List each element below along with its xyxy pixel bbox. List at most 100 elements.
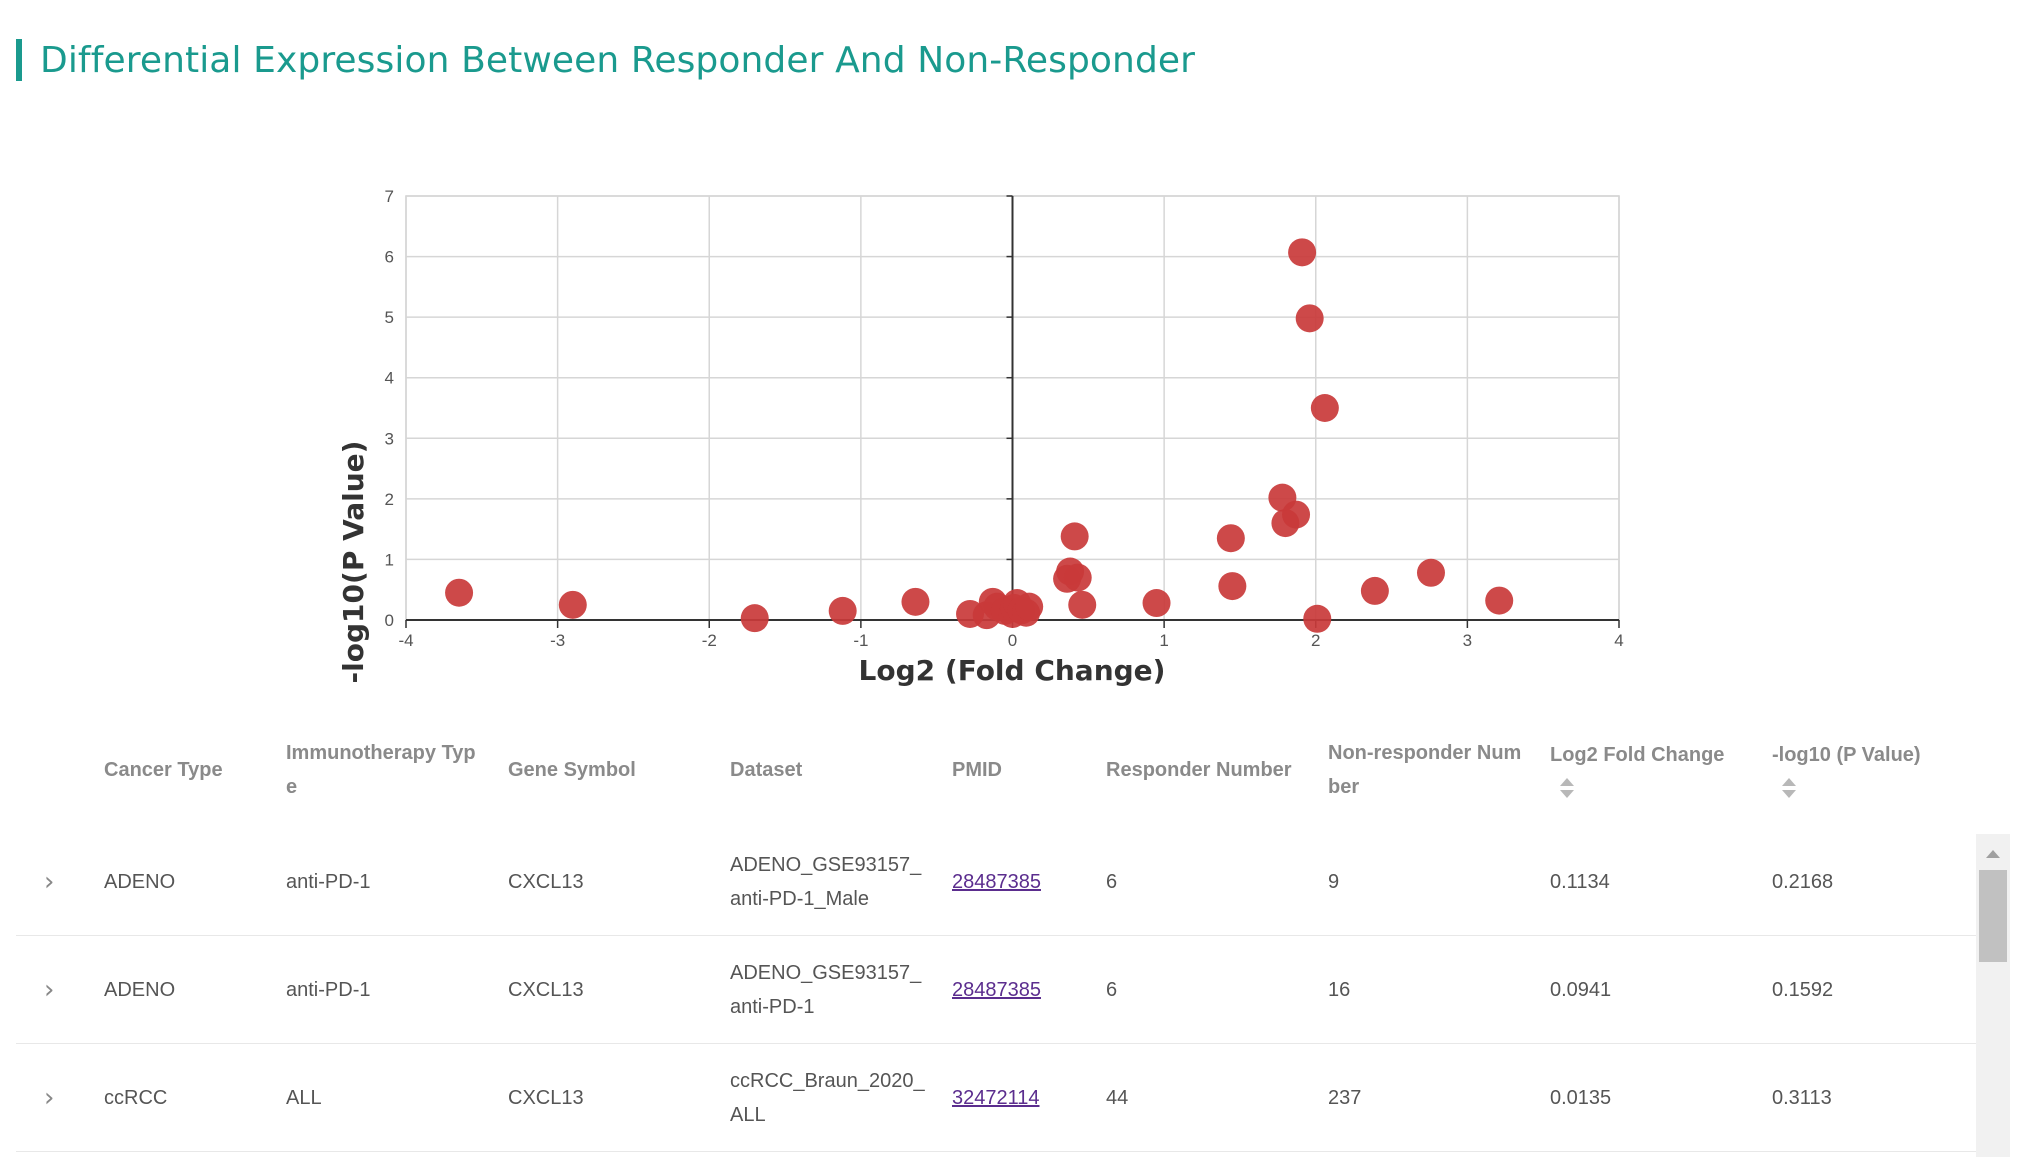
column-header-nonresponder-number: Non-responder Number: [1328, 712, 1528, 828]
scroll-thumb[interactable]: [1979, 870, 2007, 962]
cell-immunotherapy-type: anti-PD-1: [286, 828, 486, 935]
volcano-chart-svg: -4 -3 -2 -1 0 1 2 3 4 0 1 2 3 4 5 6 7 Log2 (Fold Change)…: [337, 187, 1624, 687]
y-tick-label: 2: [385, 490, 394, 509]
data-point: [1063, 563, 1092, 592]
column-header-label: Log2 Fold Change: [1550, 744, 1725, 766]
data-point: [1015, 592, 1044, 621]
expand-row-chevron-icon[interactable]: ›: [44, 1082, 55, 1113]
cell-nonresponder-number: 9: [1328, 828, 1528, 935]
data-point: [1416, 558, 1445, 587]
cell-neglog10-p-value: 0.1592: [1772, 936, 1972, 1043]
cell-nonresponder-number: 237: [1328, 1044, 1528, 1151]
log2-fold-change-value: 0.1134: [1550, 870, 1610, 893]
data-point: [828, 596, 857, 625]
data-point: [740, 604, 769, 633]
table-scrollbar[interactable]: [1976, 834, 2010, 1157]
x-tick-label: 3: [1463, 631, 1472, 650]
x-tick-label: -4: [398, 631, 413, 650]
table-row[interactable]: › ADENO anti-PD-1 CXCL13 ADENO_GSE93157_anti…: [16, 828, 1976, 936]
responder-number-value: 6: [1106, 978, 1118, 1001]
data-point: [1282, 500, 1311, 529]
dataset-name: ccRCC_Braun_2020_ALL: [730, 1069, 925, 1126]
data-point: [1216, 524, 1245, 553]
column-header-log2-fold-change[interactable]: Log2 Fold Change: [1550, 712, 1750, 828]
volcano-chart: -4 -3 -2 -1 0 1 2 3 4 0 1 2 3 4 5 6 7 Log2 (Fold Change)…: [0, 150, 2040, 690]
sort-ascending-icon[interactable]: [1560, 778, 1574, 786]
pmid-link[interactable]: 32472114: [952, 1086, 1040, 1109]
data-point: [1303, 604, 1332, 633]
cell-pmid: 32472114: [952, 1044, 1092, 1151]
cell-cancer-type: ADENO: [104, 828, 274, 935]
data-point: [1060, 522, 1089, 551]
cell-log2-fold-change: 0.0135: [1550, 1044, 1750, 1151]
table-row[interactable]: › ADENO anti-PD-1 CXCL13 ADENO_GSE93157_anti…: [16, 936, 1976, 1044]
data-point: [1288, 238, 1317, 267]
cell-log2-fold-change: 0.1134: [1550, 828, 1750, 935]
data-point: [1310, 394, 1339, 422]
pmid-link[interactable]: 28487385: [952, 870, 1041, 893]
expand-row-chevron-icon[interactable]: ›: [44, 866, 55, 897]
cell-neglog10-p-value: 0.3113: [1772, 1044, 1972, 1151]
sort-icon[interactable]: [1782, 776, 1796, 802]
expand-row-chevron-icon[interactable]: ›: [44, 974, 55, 1005]
column-header-label: Dataset: [730, 759, 803, 781]
cell-responder-number: 6: [1106, 828, 1306, 935]
dataset-name: ADENO_GSE93157_anti-PD-1_Male: [730, 853, 922, 910]
x-tick-label: 0: [1008, 631, 1017, 650]
cell-log2-fold-change: 0.0941: [1550, 936, 1750, 1043]
cell-dataset: ADENO_GSE93157_anti-PD-1: [730, 936, 930, 1043]
section-header: Differential Expression Between Responde…: [16, 38, 1195, 82]
column-header-label: Gene Symbol: [508, 759, 636, 781]
y-tick-label: 3: [385, 429, 394, 448]
log2-fold-change-value: 0.0941: [1550, 978, 1612, 1001]
y-tick-label: 1: [385, 550, 394, 569]
cell-responder-number: 44: [1106, 1044, 1306, 1151]
results-table: Cancer Type Immunotherapy Type Gene Symbol…: [16, 712, 2012, 1157]
cell-neglog10-p-value: 0.2168: [1772, 828, 1972, 935]
sort-icon[interactable]: [1560, 776, 1574, 802]
column-header-neglog10-p-value[interactable]: -log10 (P Value): [1772, 712, 1972, 828]
cell-immunotherapy-type: ALL: [286, 1044, 486, 1151]
responder-number-value: 6: [1106, 870, 1118, 893]
column-header-dataset: Dataset: [730, 712, 930, 828]
neglog10-p-value-value: 0.1592: [1772, 978, 1834, 1001]
column-header-immunotherapy-type: Immunotherapy Type: [286, 712, 486, 828]
responder-number-value: 44: [1106, 1086, 1129, 1109]
x-tick-label: 1: [1159, 631, 1168, 650]
sort-ascending-icon[interactable]: [1782, 778, 1796, 786]
table-row[interactable]: › ccRCC ALL CXCL13 ccRCC_Braun_2020_ALL 32472…: [16, 1044, 1976, 1152]
gene-symbol-value: CXCL13: [508, 870, 584, 893]
pmid-link[interactable]: 28487385: [952, 978, 1041, 1001]
sort-descending-icon[interactable]: [1560, 790, 1574, 798]
cancer-type-value: ADENO: [104, 978, 176, 1001]
column-header-label: PMID: [952, 759, 1002, 781]
cell-gene-symbol: CXCL13: [508, 828, 708, 935]
sort-descending-icon[interactable]: [1782, 790, 1796, 798]
cell-cancer-type: ccRCC: [104, 1044, 274, 1151]
scroll-up-arrow-icon[interactable]: [1986, 850, 2000, 858]
immunotherapy-type-value: anti-PD-1: [286, 978, 371, 1001]
column-header-cancer-type: Cancer Type: [104, 712, 274, 828]
column-header-pmid: PMID: [952, 712, 1092, 828]
cancer-type-value: ccRCC: [104, 1086, 168, 1109]
cell-gene-symbol: CXCL13: [508, 1044, 708, 1151]
x-tick-label: -2: [702, 631, 717, 650]
neglog10-p-value-value: 0.3113: [1772, 1086, 1832, 1109]
nonresponder-number-value: 9: [1328, 870, 1340, 893]
y-tick-label: 4: [385, 369, 394, 388]
cell-pmid: 28487385: [952, 936, 1092, 1043]
data-point: [1142, 589, 1171, 618]
cell-gene-symbol: CXCL13: [508, 936, 708, 1043]
data-point: [1485, 586, 1514, 615]
y-axis-title: -log10(P Value): [337, 441, 370, 684]
cell-nonresponder-number: 16: [1328, 936, 1528, 1043]
y-tick-label: 0: [385, 611, 394, 630]
dataset-name: ADENO_GSE93157_anti-PD-1: [730, 961, 922, 1018]
cell-immunotherapy-type: anti-PD-1: [286, 936, 486, 1043]
x-tick-label: -3: [550, 631, 565, 650]
cell-dataset: ccRCC_Braun_2020_ALL: [730, 1044, 930, 1151]
column-header-label: Non-responder Number: [1328, 742, 1522, 798]
x-tick-label: 2: [1311, 631, 1320, 650]
data-point: [1295, 304, 1324, 333]
